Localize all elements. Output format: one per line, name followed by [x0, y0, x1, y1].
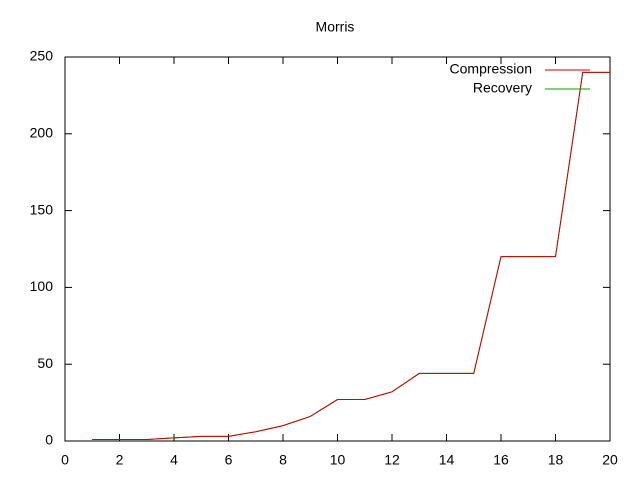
- x-tick-label: 2: [116, 452, 124, 468]
- x-tick-label: 4: [170, 452, 178, 468]
- y-tick-label: 0: [45, 432, 53, 448]
- x-tick-label: 6: [225, 452, 233, 468]
- plot-border: [64, 56, 611, 442]
- x-tick-label: 18: [548, 452, 564, 468]
- y-tick-label: 100: [30, 278, 54, 294]
- chart-title: Morris: [316, 19, 355, 35]
- y-tick-label: 50: [37, 355, 53, 371]
- x-tick-label: 14: [439, 452, 455, 468]
- x-tick-label: 0: [61, 452, 69, 468]
- legend-label: Compression: [450, 61, 532, 77]
- x-tick-label: 8: [279, 452, 287, 468]
- x-tick-label: 12: [384, 452, 400, 468]
- y-tick-label: 250: [30, 48, 54, 64]
- legend-label: Recovery: [473, 80, 532, 96]
- y-tick-label: 150: [30, 201, 54, 217]
- y-tick-label: 200: [30, 125, 54, 141]
- x-tick-label: 20: [602, 452, 618, 468]
- x-tick-label: 10: [330, 452, 346, 468]
- x-tick-label: 16: [493, 452, 509, 468]
- series-line: [92, 71, 610, 440]
- series-line: [92, 71, 610, 440]
